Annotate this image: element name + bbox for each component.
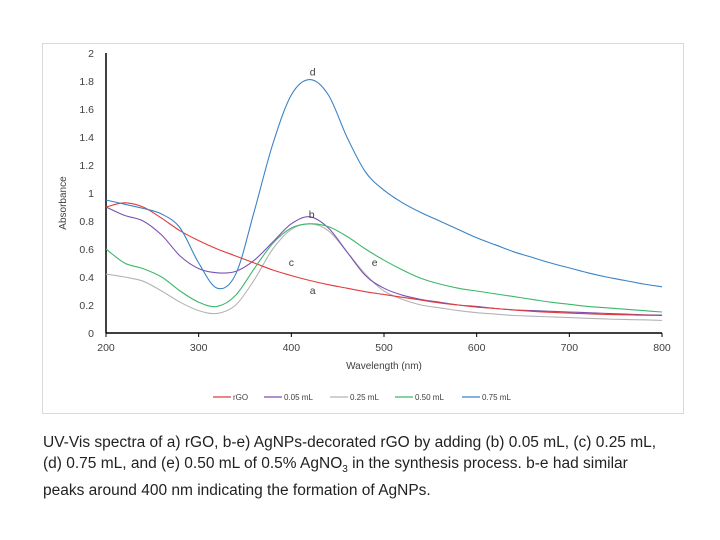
legend-item: 0.50 mL — [395, 393, 444, 402]
x-tick-label: 500 — [375, 342, 393, 354]
x-tick-label: 800 — [653, 342, 671, 354]
figure-caption: UV-Vis spectra of a) rGO, b-e) AgNPs-dec… — [43, 432, 693, 501]
curve-label-b: b — [309, 209, 315, 221]
x-tick-label: 400 — [283, 342, 301, 354]
curve-label-e: e — [372, 257, 378, 269]
y-tick-label: 0 — [88, 328, 94, 340]
chart-frame: 200 300 400 500 600 700 800 0 0.2 0.4 0.6 0.8 1 1.2 1.… — [42, 43, 684, 414]
legend-item: rGO — [213, 393, 248, 402]
legend-label: 0.50 mL — [415, 393, 444, 402]
x-tick-label: 200 — [97, 342, 115, 354]
y-tick-label: 1.8 — [79, 76, 94, 88]
y-tick-label: 2 — [88, 48, 94, 60]
x-tick-label: 700 — [561, 342, 579, 354]
legend-label: rGO — [233, 393, 248, 402]
caption-subscript: 3 — [342, 464, 348, 476]
series-line-0-05-ml — [105, 206, 663, 316]
y-tick-label: 1.4 — [79, 132, 94, 144]
y-axis-title: Absorbance — [58, 176, 69, 230]
x-tick-label: 600 — [468, 342, 486, 354]
series-line-rgo — [105, 202, 663, 317]
curve-label-a: a — [310, 285, 316, 297]
legend-label: 0.05 mL — [284, 393, 313, 402]
curve-label-d: d — [310, 66, 316, 78]
y-tick-label: 1.6 — [79, 104, 94, 116]
y-tick-label: 0.2 — [79, 300, 94, 312]
series-line-0-25-ml — [105, 223, 663, 321]
legend-item: 0.25 mL — [330, 393, 379, 402]
y-tick-label: 1.2 — [79, 160, 94, 172]
caption-line-2-b: in the synthesis process. b-e had simila… — [347, 455, 628, 472]
caption-line-2: (d) 0.75 mL, and (e) 0.50 mL of 0.5% AgN… — [43, 453, 693, 480]
y-tick-label: 0.6 — [79, 244, 94, 256]
legend-item: 0.05 mL — [264, 393, 313, 402]
caption-line-1: UV-Vis spectra of a) rGO, b-e) AgNPs-dec… — [43, 434, 657, 451]
series-line-0-50-ml — [105, 223, 663, 313]
caption-line-3: peaks around 400 nm indicating the forma… — [43, 482, 431, 500]
uv-vis-chart: 200 300 400 500 600 700 800 0 0.2 0.4 0.6 0.8 1 1.2 1.… — [58, 48, 671, 402]
caption-line-2-a: (d) 0.75 mL, and (e) 0.50 mL of 0.5% AgN… — [43, 455, 343, 472]
x-tick-label: 300 — [190, 342, 208, 354]
y-tick-label: 1 — [88, 188, 94, 200]
x-axis-title: Wavelength (nm) — [346, 361, 422, 372]
y-tick-label: 0.8 — [79, 216, 94, 228]
legend-label: 0.75 mL — [482, 393, 511, 402]
curve-label-c: c — [289, 257, 294, 269]
series-line-0-75-ml — [105, 79, 663, 290]
legend-label: 0.25 mL — [350, 393, 379, 402]
legend-item: 0.75 mL — [462, 393, 511, 402]
y-tick-label: 0.4 — [79, 272, 94, 284]
